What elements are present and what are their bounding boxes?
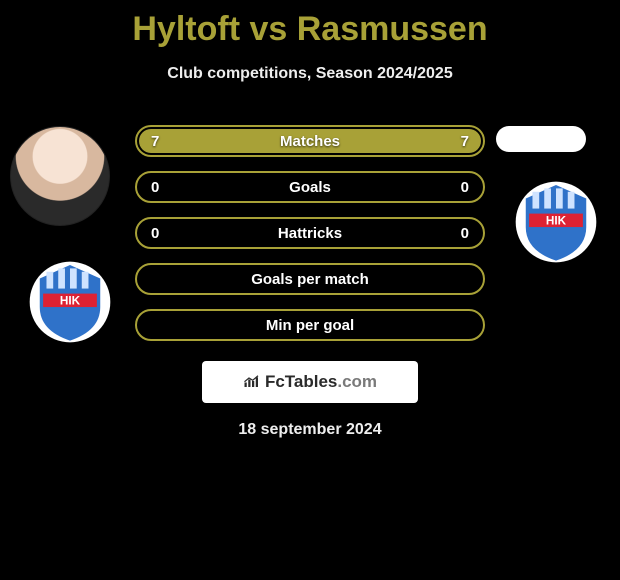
player-right-avatar (496, 126, 586, 152)
stat-name: Hattricks (137, 225, 483, 242)
stat-name: Goals per match (137, 271, 483, 288)
stat-row: 7Matches7 (135, 125, 485, 157)
stat-name: Goals (137, 179, 483, 196)
stat-name: Min per goal (137, 317, 483, 334)
player-left-avatar (10, 126, 110, 226)
branding-name: FcTables (265, 372, 337, 391)
stat-right-value: 7 (453, 133, 469, 150)
svg-text:HIK: HIK (546, 215, 567, 228)
branding-domain: .com (337, 372, 377, 391)
subtitle: Club competitions, Season 2024/2025 (0, 65, 620, 83)
branding-badge: FcTables.com (202, 361, 418, 403)
page-title: Hyltoft vs Rasmussen (0, 0, 620, 49)
branding-text: FcTables.com (265, 372, 377, 392)
stat-row: Goals per match (135, 263, 485, 295)
club-crest-right: HIK (514, 180, 598, 264)
stat-right-value: 0 (453, 179, 469, 196)
date-label: 18 september 2024 (0, 421, 620, 439)
stat-name: Matches (137, 133, 483, 150)
stat-row: 0Hattricks0 (135, 217, 485, 249)
club-crest-left: HIK (28, 260, 112, 344)
stat-row: 0Goals0 (135, 171, 485, 203)
svg-text:HIK: HIK (60, 295, 81, 308)
chart-icon (243, 375, 261, 389)
stat-row: Min per goal (135, 309, 485, 341)
stat-right-value: 0 (453, 225, 469, 242)
